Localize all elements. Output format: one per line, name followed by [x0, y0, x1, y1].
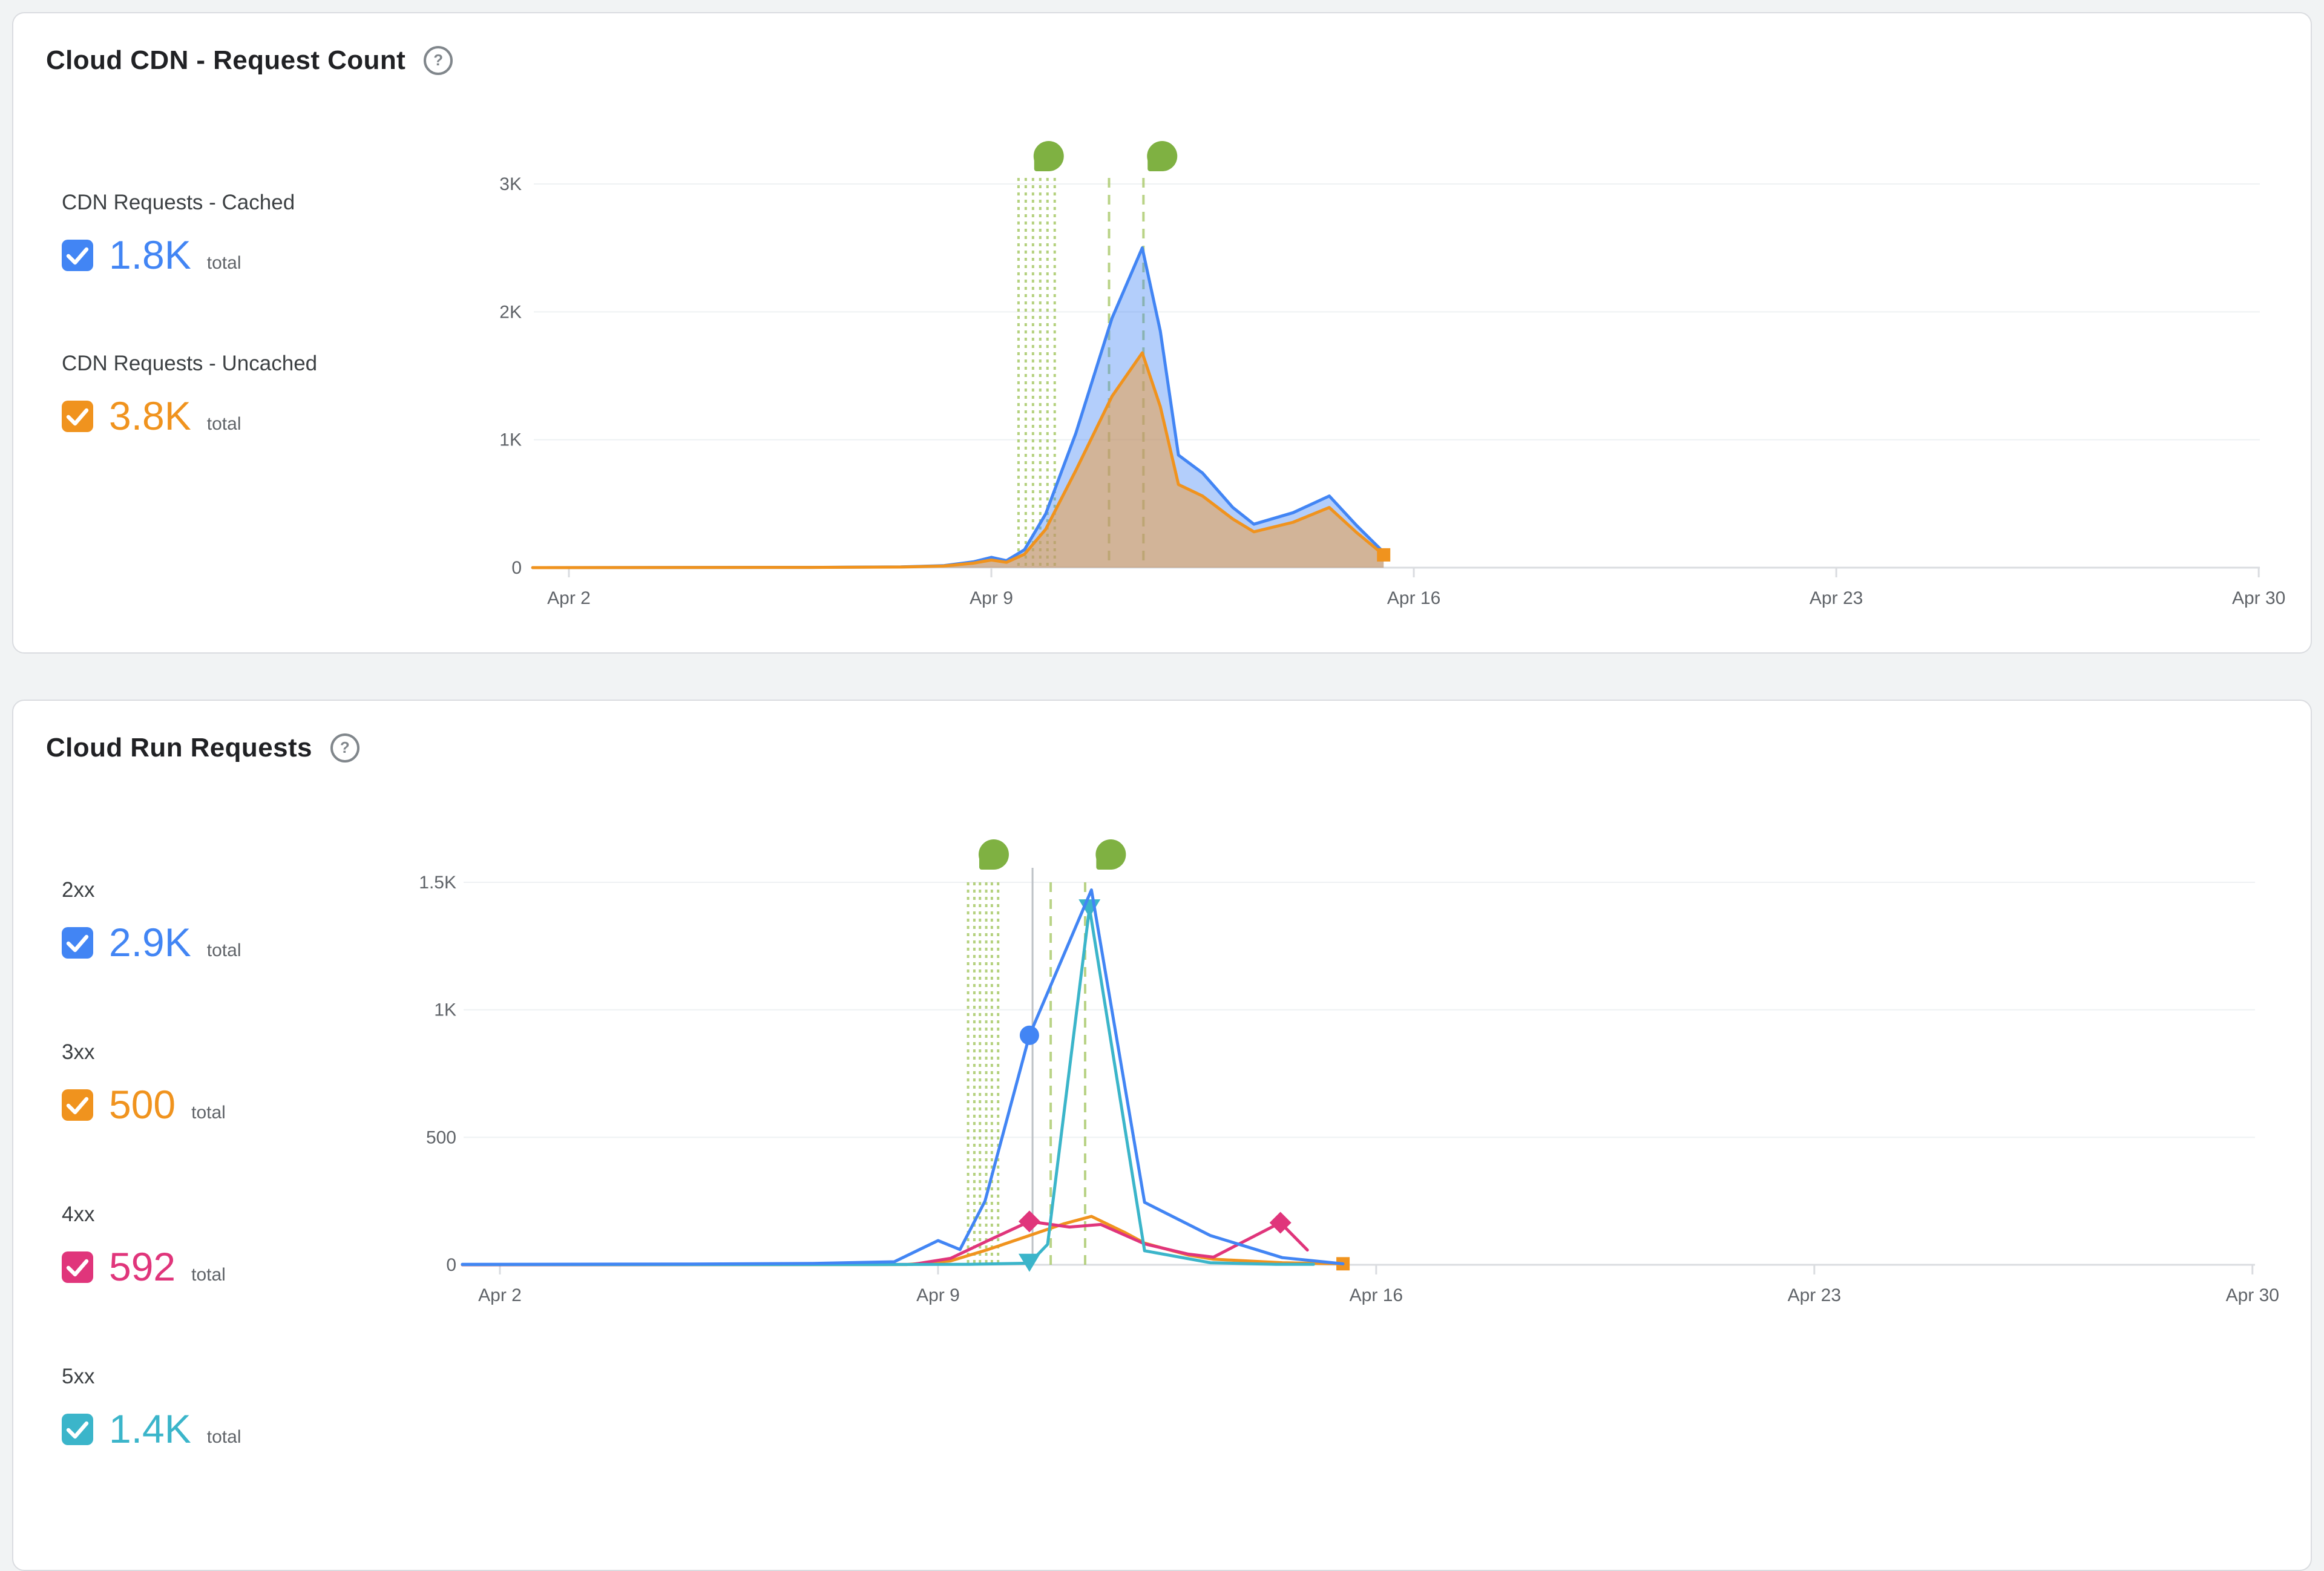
series-total-value: 592	[109, 1244, 176, 1289]
series-total-value: 2.9K	[109, 920, 191, 965]
series-total-suffix: total	[191, 1103, 226, 1123]
series-line	[461, 1215, 1345, 1267]
x-axis-label: Apr 16	[1387, 588, 1440, 608]
series-marker-circle[interactable]	[1019, 1025, 1039, 1045]
x-axis-label: Apr 9	[970, 588, 1013, 608]
card-title: Cloud CDN - Request Count	[46, 45, 406, 75]
legend-total-row: 1.4K total	[62, 1405, 425, 1454]
legend-item-cdn-cached: CDN Requests - Cached 1.8K total	[62, 190, 425, 280]
legend-total-row: 1.8K total	[62, 231, 425, 280]
checkbox-checked-icon[interactable]	[62, 927, 93, 959]
series-label: CDN Requests - Cached	[62, 190, 295, 214]
check-icon	[66, 408, 89, 426]
series-label: 4xx	[62, 1202, 95, 1226]
cloud-run-line-chart[interactable]: Apr 2 Apr 9 Apr 16 Apr 23 Apr 30 0 500 1K 1.5K	[376, 822, 2301, 1354]
series-line	[461, 1219, 1309, 1267]
legend-item-4xx: 4xx 592 total	[62, 1202, 425, 1291]
cdn-request-count-card: Cloud CDN - Request Count ? CDN Requests…	[12, 12, 2312, 654]
x-axis-label: Apr 2	[478, 1285, 522, 1305]
series-total-value: 1.8K	[109, 232, 191, 277]
y-axis-label: 0	[511, 558, 522, 578]
annotation-pin-icon[interactable]	[1033, 141, 1064, 171]
series-area	[533, 353, 1384, 568]
check-icon	[66, 1421, 89, 1439]
series-total-suffix: total	[206, 414, 241, 435]
series-marker-square[interactable]	[1377, 548, 1391, 562]
legend-total-row: 500 total	[62, 1081, 425, 1129]
checkbox-checked-icon[interactable]	[62, 1414, 93, 1445]
legend-item-3xx: 3xx 500 total	[62, 1040, 425, 1129]
legend-item-cdn-uncached: CDN Requests - Uncached 3.8K total	[62, 351, 425, 441]
series-label: 2xx	[62, 877, 95, 902]
legend-total-row: 592 total	[62, 1243, 425, 1291]
series-total-suffix: total	[206, 1427, 241, 1448]
x-axis-label: Apr 2	[547, 588, 591, 608]
x-axis-label: Apr 23	[1810, 588, 1863, 608]
card-header: Cloud CDN - Request Count ?	[46, 45, 453, 76]
series-area	[533, 248, 1384, 568]
help-icon[interactable]: ?	[330, 733, 359, 763]
series-line	[461, 888, 1345, 1266]
x-axis-label: Apr 30	[2226, 1285, 2279, 1305]
legend-item-5xx: 5xx 1.4K total	[62, 1364, 425, 1454]
y-axis-label: 1K	[499, 430, 522, 450]
cdn-area-chart[interactable]: Apr 2 Apr 9 Apr 16 Apr 23 Apr 30 0 1K 2K 3K	[449, 134, 2301, 631]
y-axis-label: 2K	[499, 302, 522, 322]
x-axis-label: Apr 16	[1350, 1285, 1403, 1305]
series-marker-diamond[interactable]	[1018, 1210, 1040, 1233]
check-icon	[66, 1259, 89, 1277]
series-total-suffix: total	[191, 1265, 226, 1285]
annotation-pin-icon[interactable]	[1147, 141, 1178, 171]
legend-total-row: 3.8K total	[62, 392, 425, 441]
series-label: 5xx	[62, 1364, 95, 1388]
series-total-suffix: total	[206, 253, 241, 274]
annotation-pin-icon[interactable]	[1095, 839, 1126, 870]
y-axis-label: 0	[446, 1255, 456, 1275]
x-axis-label: Apr 9	[916, 1285, 960, 1305]
series-line	[531, 351, 1385, 569]
checkbox-checked-icon[interactable]	[62, 1251, 93, 1283]
y-axis-label: 3K	[499, 174, 522, 194]
chart-legend: 2xx 2.9K total 3xx	[62, 877, 425, 1454]
series-total-value: 1.4K	[109, 1406, 191, 1451]
card-header: Cloud Run Requests ?	[46, 732, 359, 764]
series-label: 3xx	[62, 1040, 95, 1064]
annotation-pin-icon[interactable]	[978, 839, 1009, 870]
series-label: CDN Requests - Uncached	[62, 351, 318, 375]
cloud-run-requests-card: Cloud Run Requests ? 2xx 2.9K total 3xx	[12, 700, 2312, 1571]
check-icon	[66, 247, 89, 265]
check-icon	[66, 934, 89, 953]
y-axis-label: 500	[426, 1127, 456, 1147]
series-total-value: 3.8K	[109, 393, 191, 438]
dashboard-page: Cloud CDN - Request Count ? CDN Requests…	[12, 12, 2312, 1571]
x-axis-label: Apr 30	[2232, 588, 2285, 608]
series-total-value: 500	[109, 1082, 176, 1127]
chart-legend: CDN Requests - Cached 1.8K total CDN Req…	[62, 190, 425, 441]
series-line	[531, 246, 1385, 569]
check-icon	[66, 1097, 89, 1115]
x-axis-label: Apr 23	[1788, 1285, 1841, 1305]
y-axis-label: 1.5K	[419, 873, 456, 893]
series-total-suffix: total	[206, 940, 241, 961]
legend-total-row: 2.9K total	[62, 919, 425, 967]
legend-item-2xx: 2xx 2.9K total	[62, 877, 425, 967]
card-title: Cloud Run Requests	[46, 732, 312, 763]
y-axis-label: 1K	[434, 1000, 456, 1020]
checkbox-checked-icon[interactable]	[62, 401, 93, 432]
checkbox-checked-icon[interactable]	[62, 1089, 93, 1121]
series-marker-triangle[interactable]	[1018, 1253, 1040, 1272]
checkbox-checked-icon[interactable]	[62, 240, 93, 271]
series-line	[461, 906, 1315, 1267]
help-icon[interactable]: ?	[424, 46, 453, 75]
series-marker-diamond[interactable]	[1269, 1212, 1292, 1234]
